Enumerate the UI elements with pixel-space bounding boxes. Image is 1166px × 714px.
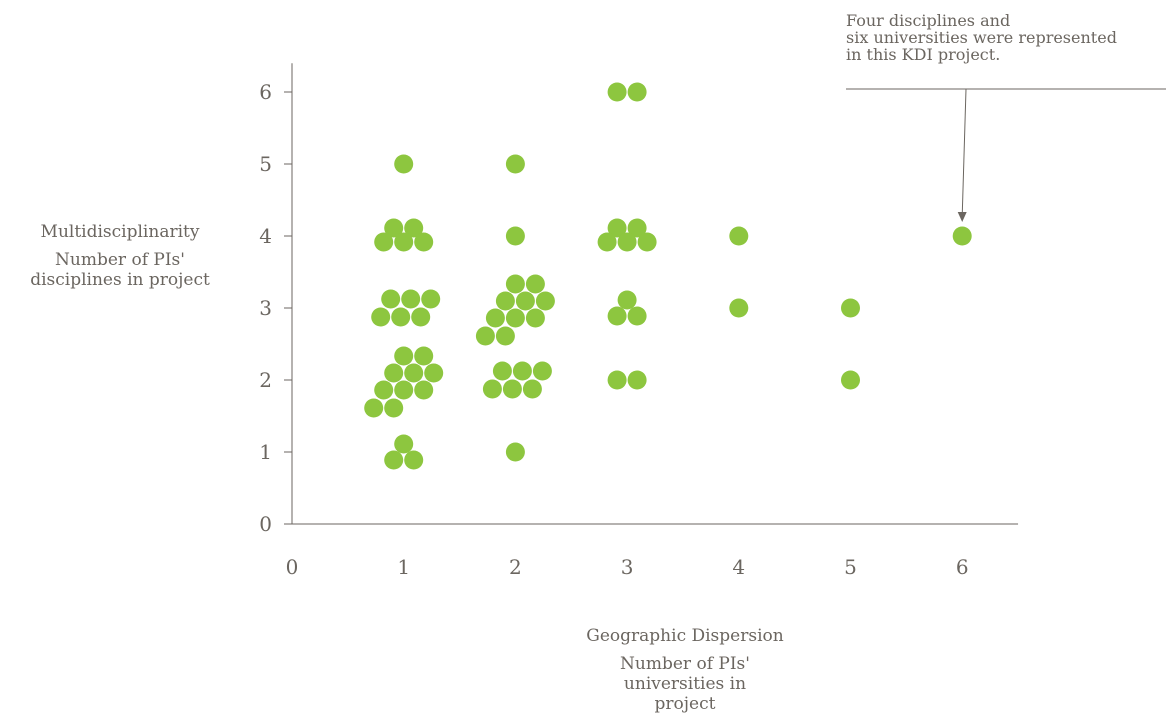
data-point — [475, 326, 495, 346]
annotation-line-3: in this KDI project. — [846, 45, 1001, 64]
data-point — [364, 398, 384, 418]
x-tick-label: 0 — [286, 555, 299, 579]
data-point — [394, 434, 414, 454]
x-tick-label: 3 — [621, 555, 634, 579]
data-point — [371, 307, 391, 327]
data-point — [391, 307, 411, 327]
data-point — [627, 306, 647, 326]
data-point — [505, 308, 525, 328]
data-point — [411, 307, 431, 327]
data-point — [535, 291, 555, 311]
x-axis-title: Geographic Dispersion Number of PIs' uni… — [560, 626, 810, 714]
y-tick-label: 5 — [259, 152, 272, 176]
data-point — [401, 289, 421, 309]
tick-labels: 0 1 2 3 4 5 6 0 1 2 3 4 5 6 — [259, 80, 968, 579]
data-point — [384, 363, 404, 383]
x-axis-label: Geographic Dispersion — [586, 626, 784, 646]
data-point — [492, 361, 512, 381]
data-point — [502, 379, 522, 399]
axes — [291, 63, 1019, 525]
data-point — [414, 380, 434, 400]
data-point — [505, 226, 525, 246]
data-point — [505, 442, 525, 462]
data-point — [512, 361, 532, 381]
data-point — [841, 370, 860, 390]
data-point — [505, 274, 525, 294]
data-point — [637, 232, 657, 252]
data-points — [364, 82, 972, 470]
data-point — [384, 398, 404, 418]
data-point — [495, 326, 515, 346]
x-tick-label: 2 — [509, 555, 522, 579]
data-point — [729, 298, 749, 318]
data-point — [414, 232, 434, 252]
data-point — [597, 232, 617, 252]
x-tick-label: 1 — [397, 555, 410, 579]
data-point — [617, 290, 637, 310]
annotation-line-1: Four disciplines and — [846, 11, 1011, 30]
data-point — [607, 306, 627, 326]
data-point — [841, 298, 860, 318]
annotation-leader-line — [961, 88, 967, 217]
x-tick-label: 4 — [732, 555, 745, 579]
data-point — [532, 361, 552, 381]
data-point — [404, 363, 424, 383]
y-tick-label: 4 — [259, 224, 272, 248]
data-point — [729, 226, 749, 246]
data-point — [607, 82, 627, 102]
data-point — [384, 218, 404, 238]
data-point — [607, 218, 627, 238]
annotation-arrowhead — [957, 212, 967, 222]
y-axis-sublabel: Number of PIs' disciplines in project — [30, 250, 210, 290]
data-point — [627, 82, 647, 102]
data-point — [522, 379, 542, 399]
y-axis-label: Multidisciplinarity — [40, 222, 200, 242]
y-tick-label: 2 — [259, 368, 272, 392]
data-point — [421, 289, 441, 309]
annotation-line-2: six universities were represented — [846, 28, 1117, 47]
data-point — [374, 380, 394, 400]
data-point — [952, 226, 972, 246]
data-point — [404, 218, 424, 238]
data-point — [495, 291, 515, 311]
data-point — [525, 274, 545, 294]
x-tick-label: 5 — [844, 555, 857, 579]
x-tick-label: 6 — [956, 555, 969, 579]
y-tick-label: 6 — [259, 80, 272, 104]
data-point — [381, 289, 401, 309]
data-point — [617, 232, 637, 252]
data-point — [525, 308, 545, 328]
data-point — [404, 450, 424, 470]
data-point — [384, 450, 404, 470]
data-point — [627, 218, 647, 238]
data-point — [482, 379, 502, 399]
data-point — [394, 346, 414, 366]
data-point — [374, 232, 394, 252]
annotation-text: Four disciplines and six universities we… — [846, 12, 1166, 63]
data-point — [607, 370, 627, 390]
data-point — [485, 308, 505, 328]
data-point — [505, 154, 525, 174]
y-axis-title: Multidisciplinarity Number of PIs' disci… — [0, 222, 240, 290]
data-point — [394, 154, 414, 174]
x-axis-sublabel: Number of PIs' universities in project — [620, 654, 750, 714]
y-tick-label: 0 — [259, 512, 272, 536]
data-point — [627, 370, 647, 390]
data-point — [424, 363, 444, 383]
y-tick-label: 1 — [259, 440, 272, 464]
y-tick-label: 3 — [259, 296, 272, 320]
data-point — [394, 232, 414, 252]
annotation-arrow — [846, 88, 1166, 222]
data-point — [394, 380, 414, 400]
data-point — [414, 346, 434, 366]
data-point — [515, 291, 535, 311]
